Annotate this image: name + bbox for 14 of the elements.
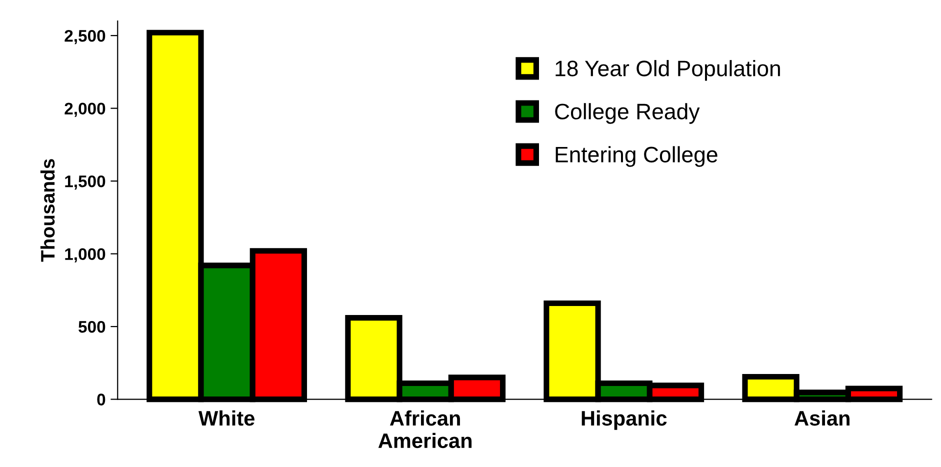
x-tick-label: African American [378,410,472,448]
y-tick-label: 2,500 [64,30,106,44]
legend-label: 18 Year Old Population [556,60,780,81]
y-tick-label: 0 [97,394,106,406]
x-tick-label: Asian [794,410,850,426]
legend-label: Entering College [556,146,718,167]
x-tick-label: White [198,410,254,426]
y-tick-label: 500 [78,320,106,333]
y-tick-label: 2,000 [64,102,106,117]
y-axis-title: Thousands [40,159,55,262]
y-tick-label: 1,500 [65,175,106,190]
legend-label: College Ready [555,103,700,124]
y-tick-label: 1,000 [65,248,106,262]
x-tick-label: Hispanic [582,410,667,430]
